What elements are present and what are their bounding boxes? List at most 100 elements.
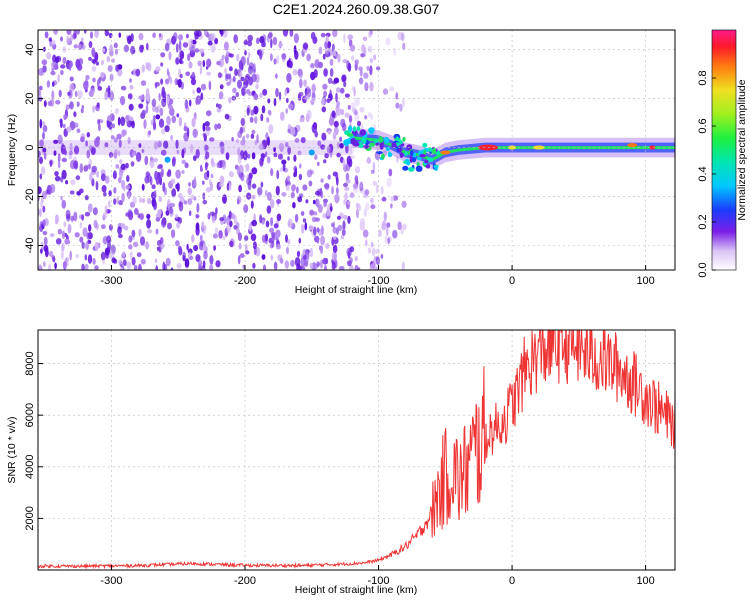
noise-speck [255, 37, 260, 45]
noise-speck [236, 198, 240, 205]
noise-speck [347, 200, 351, 206]
noise-speck [160, 78, 164, 85]
noise-speck [239, 253, 245, 259]
noise-speck [296, 186, 299, 194]
noise-speck [309, 209, 315, 216]
noise-speck [302, 255, 308, 260]
noise-speck [68, 89, 73, 99]
spectrogram-x-ticks: -300 -200 -100 0 100 [100, 265, 655, 287]
noise-speck [207, 40, 213, 46]
noise-speck [228, 183, 232, 191]
noise-speck [248, 172, 253, 183]
noise-speck [222, 235, 226, 240]
noise-speck [159, 177, 163, 186]
noise-speck [205, 187, 212, 193]
noise-speck [254, 139, 258, 146]
noise-speck [202, 60, 206, 68]
noise-speck [292, 184, 296, 191]
noise-speck [141, 198, 146, 204]
noise-speck [251, 73, 257, 83]
noise-speck [336, 187, 339, 195]
noise-speck [349, 246, 355, 253]
noise-speck [147, 62, 152, 72]
noise-speck [160, 62, 164, 67]
noise-speck [113, 42, 118, 49]
noise-speck [323, 201, 327, 208]
noise-speck [297, 150, 302, 156]
noise-speck [100, 169, 106, 175]
noise-speck [83, 80, 89, 90]
noise-speck [214, 123, 218, 131]
noise-speck [277, 254, 283, 261]
noise-speck [333, 235, 337, 240]
spectrogram-xtick-label: -100 [368, 275, 390, 287]
noise-speck [251, 194, 256, 200]
noise-speck [48, 263, 52, 270]
noise-speck [168, 51, 172, 61]
noise-speck [161, 86, 166, 97]
noise-speck [224, 68, 228, 74]
noise-speck [312, 122, 318, 130]
noise-speck [108, 224, 113, 231]
noise-speck [234, 68, 238, 76]
noise-speck [188, 182, 191, 187]
noise-speck [57, 153, 61, 163]
noise-speck [262, 264, 267, 270]
noise-speck [102, 259, 105, 265]
noise-speck [349, 192, 355, 199]
noise-speck [299, 163, 302, 169]
noise-speck [169, 202, 176, 208]
noise-speck [231, 95, 237, 101]
noise-speck [157, 209, 162, 216]
ridge-cluster-dot [383, 136, 390, 144]
noise-speck [276, 55, 280, 64]
noise-speck [235, 138, 239, 144]
noise-speck [91, 165, 97, 173]
noise-speck [129, 78, 132, 83]
snr-frame [37, 329, 676, 571]
noise-speck [158, 33, 162, 38]
noise-speck [296, 250, 301, 258]
noise-speck [69, 250, 72, 261]
noise-speck [332, 244, 338, 253]
ridge-cluster-dot [346, 133, 354, 137]
noise-speck [43, 236, 48, 246]
noise-speck [118, 259, 123, 265]
snr-xtick-label: 100 [636, 575, 654, 587]
noise-speck [314, 59, 320, 69]
noise-speck [145, 104, 149, 114]
noise-speck [246, 133, 250, 139]
noise-speck [65, 209, 71, 220]
ridge-cluster-dot [406, 144, 413, 151]
noise-speck [42, 190, 47, 200]
noise-speck [260, 153, 266, 159]
noise-speck [293, 154, 297, 162]
noise-speck [237, 154, 242, 165]
noise-speck [46, 52, 52, 60]
noise-speck [359, 106, 365, 113]
noise-speck [259, 50, 263, 60]
noise-speck [351, 106, 356, 114]
snr-y-ticks: 2000 4000 6000 8000 [24, 351, 43, 531]
noise-speck [171, 188, 177, 198]
noise-speck [311, 83, 316, 93]
noise-speck [83, 165, 89, 172]
noise-speck [367, 45, 373, 53]
colorbar: 0.0 0.2 0.4 0.6 0.8 Normalized spectral ampl… [697, 29, 748, 278]
noise-speck [80, 107, 84, 114]
noise-speck [290, 191, 295, 199]
noise-speck [354, 166, 361, 174]
noise-speck [107, 240, 111, 250]
noise-speck [203, 251, 208, 260]
noise-speck [292, 202, 296, 209]
noise-speck [168, 104, 174, 110]
noise-speck [348, 115, 353, 123]
ridge-peak [440, 150, 451, 155]
noise-speck [61, 242, 65, 252]
noise-speck [222, 194, 227, 204]
noise-speck [199, 234, 203, 242]
noise-speck [342, 159, 346, 167]
noise-speck [250, 109, 255, 116]
noise-speck [298, 70, 303, 79]
noise-speck [155, 228, 159, 235]
